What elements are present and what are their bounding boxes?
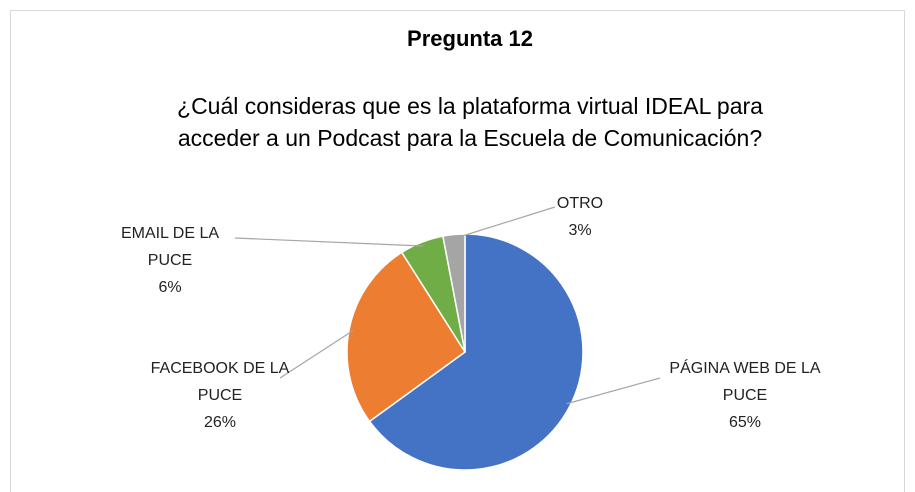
leader-line <box>566 377 661 405</box>
data-label: EMAIL DE LA PUCE 6% <box>100 220 240 301</box>
category-label: EMAIL DE LA PUCE <box>120 225 220 269</box>
value-label: 65% <box>728 414 762 431</box>
leader-line <box>279 330 354 379</box>
leader-line <box>234 237 424 247</box>
category-label: OTRO <box>556 195 604 212</box>
category-label: PÁGINA WEB DE LA PUCE <box>669 360 821 404</box>
leader-line <box>454 206 556 240</box>
value-label: 3% <box>568 222 592 239</box>
category-label: FACEBOOK DE LA PUCE <box>150 360 290 404</box>
pie-slice <box>368 233 584 471</box>
chart-title: Pregunta 12 <box>407 26 533 51</box>
value-label: 26% <box>203 414 237 431</box>
data-label: FACEBOOK DE LA PUCE 26% <box>150 355 290 436</box>
value-label: 6% <box>158 279 182 296</box>
pie-slice <box>346 251 467 423</box>
data-label: PÁGINA WEB DE LA PUCE 65% <box>660 355 830 436</box>
data-label: OTRO 3% <box>540 190 620 244</box>
chart-subtitle: ¿Cuál consideras que es la plataforma vi… <box>177 93 763 151</box>
pie-slice <box>442 233 466 353</box>
